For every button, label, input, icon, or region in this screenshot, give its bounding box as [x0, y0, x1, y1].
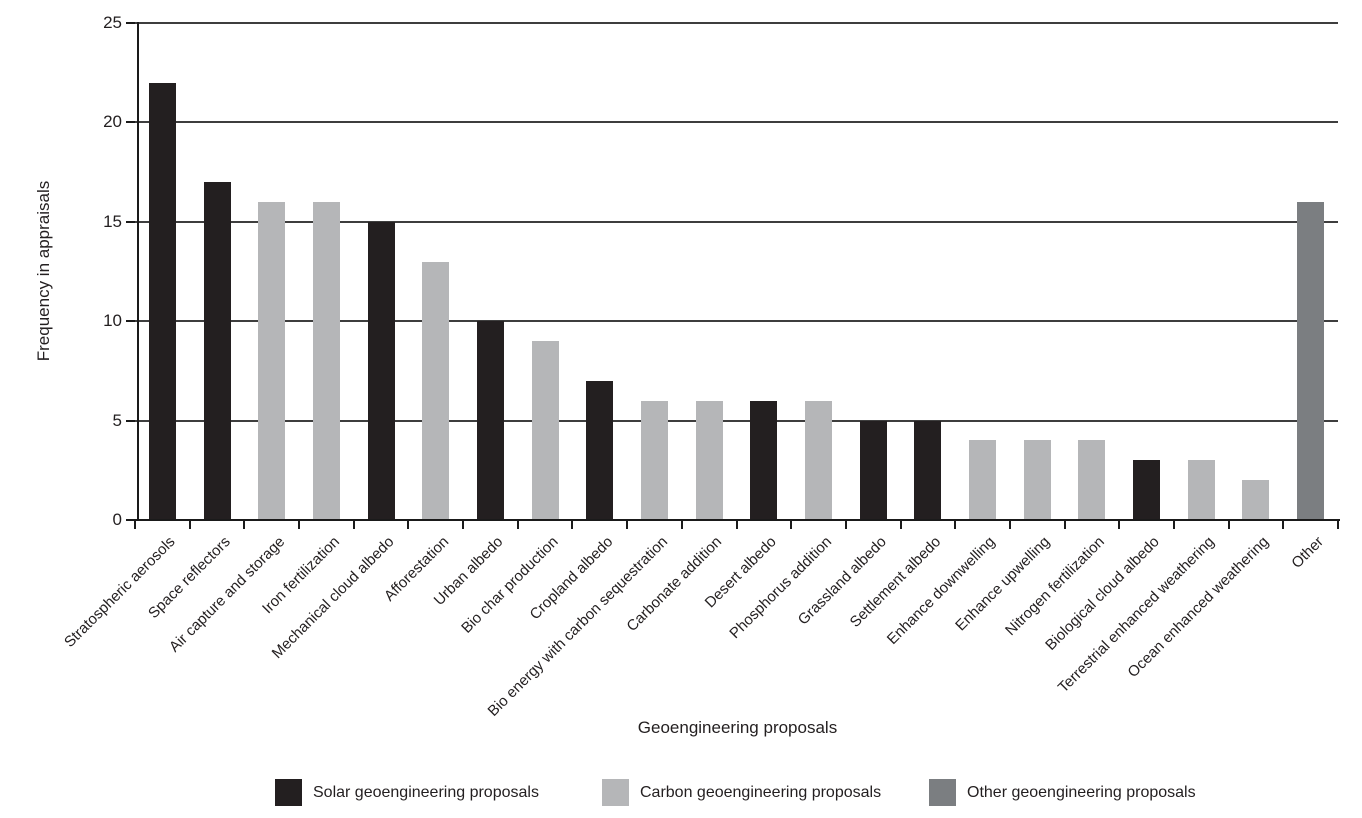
legend-label-carbon: Carbon geoengineering proposals: [640, 784, 882, 801]
y-tick-20: [126, 121, 135, 124]
x-tick-12: [790, 521, 793, 529]
x-tick-16: [1008, 521, 1011, 529]
y-tick-label-20: 20: [103, 112, 122, 132]
x-label: Phosphorus addition: [726, 533, 835, 643]
legend-item-solar: Solar geoengineering proposals: [275, 779, 539, 806]
bar-urban-albedo: [476, 321, 504, 520]
bar-carbonate-addition: [695, 400, 723, 520]
x-tick-13: [844, 521, 847, 529]
x-tick-8: [571, 521, 574, 529]
x-tick-3: [298, 521, 301, 529]
y-tick-label-15: 15: [103, 211, 122, 231]
x-label: Enhance upwelling: [952, 533, 1054, 635]
y-tick-label-25: 25: [103, 13, 122, 32]
x-tick-22: [1337, 521, 1339, 529]
x-tick-0: [134, 521, 136, 529]
x-tick-7: [516, 521, 519, 529]
legend-item-other: Other geoengineering proposals: [929, 779, 1196, 806]
bar-desert-albedo: [750, 400, 778, 520]
x-tick-15: [954, 521, 957, 529]
y-axis-line: [137, 22, 139, 521]
gridline-25: [135, 22, 1338, 24]
gridline-15: [135, 220, 1338, 223]
x-axis-line: [135, 519, 1340, 521]
bar-terrestrial-enhanced-weathering: [1187, 460, 1215, 520]
x-tick-20: [1227, 521, 1230, 529]
x-tick-1: [188, 521, 191, 529]
legend-label-solar: Solar geoengineering proposals: [313, 784, 539, 801]
bar-grassland-albedo: [859, 420, 887, 520]
bar-stratospheric-aerosols: [148, 82, 176, 520]
x-tick-11: [735, 521, 738, 529]
bar-bio-energy-with-carbon-sequestration: [640, 400, 668, 520]
bar-iron-fertilization: [312, 201, 340, 520]
y-tick-label-5: 5: [112, 410, 122, 430]
y-tick-10: [126, 320, 135, 323]
y-tick-15: [126, 220, 135, 223]
y-axis-title-text: Frequency in appraisals: [34, 180, 53, 362]
legend-item-carbon: Carbon geoengineering proposals: [602, 779, 881, 806]
y-tick-label-10: 10: [103, 311, 122, 331]
bar-ocean-enhanced-weathering: [1242, 480, 1270, 520]
bar-space-reflectors: [203, 182, 231, 520]
bar-nitrogen-fertilization: [1078, 440, 1106, 520]
x-tick-10: [680, 521, 683, 529]
x-axis-title: Geoengineering proposals: [637, 718, 838, 737]
legend-label-other: Other geoengineering proposals: [967, 784, 1196, 801]
y-tick-label-0: 0: [112, 510, 122, 529]
bar-biological-cloud-albedo: [1133, 460, 1161, 520]
y-tick-5: [126, 419, 135, 422]
bar-mechanical-cloud-albedo: [367, 221, 395, 520]
bar-cropland-albedo: [586, 380, 614, 520]
bar-phosphorus-addition: [805, 400, 833, 520]
gridline-20: [135, 121, 1338, 124]
x-tick-14: [899, 521, 902, 529]
x-label: Nitrogen fertilization: [1002, 533, 1109, 640]
bar-afforestation: [422, 261, 450, 520]
gridline-10: [135, 320, 1338, 323]
bar-other: [1297, 201, 1325, 520]
x-tick-19: [1172, 521, 1175, 529]
bar-air-capture-and-storage: [258, 201, 286, 520]
x-tick-2: [243, 521, 246, 529]
x-tick-5: [407, 521, 410, 529]
y-tick-25: [126, 22, 135, 24]
bar-bio-char-production: [531, 341, 559, 520]
gridline-5: [135, 419, 1338, 422]
x-label: Bio char production: [458, 533, 562, 637]
legend-swatch-carbon: [602, 779, 629, 806]
x-tick-4: [352, 521, 355, 529]
bar-settlement-albedo: [914, 420, 942, 520]
x-label: Carbonate addition: [623, 533, 726, 635]
legend-swatch-other: [929, 779, 956, 806]
x-tick-17: [1063, 521, 1066, 529]
legend-swatch-solar: [275, 779, 302, 806]
y-tick-0: [126, 519, 135, 521]
x-tick-6: [462, 521, 465, 529]
bar-enhance-upwelling: [1023, 440, 1051, 520]
x-tick-21: [1282, 521, 1285, 529]
bar-enhance-downwelling: [969, 440, 997, 520]
x-tick-9: [626, 521, 629, 529]
x-label: Other: [1288, 533, 1327, 572]
x-tick-18: [1118, 521, 1121, 529]
